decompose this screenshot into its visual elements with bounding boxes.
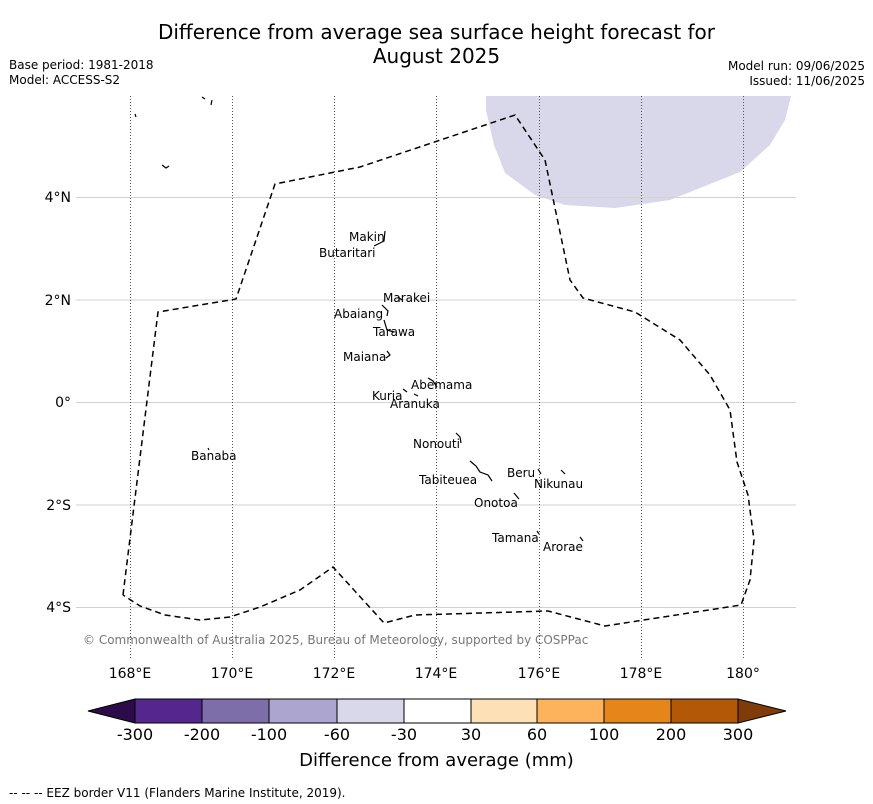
place-label-makin: Makin <box>349 230 385 244</box>
place-label-nikunau: Nikunau <box>534 477 583 491</box>
title-line-2: August 2025 <box>372 44 501 68</box>
eez-footnote: -- -- -- EEZ border V11 (Flanders Marine… <box>9 786 346 800</box>
island-shape <box>560 469 566 475</box>
island-shape <box>161 164 170 169</box>
place-label-marakei: Marakei <box>383 291 430 305</box>
place-label-beru: Beru <box>507 466 535 480</box>
place-label-nonouti: Nonouti <box>413 437 460 451</box>
colorbar-label: 300 <box>722 725 754 744</box>
meta-right: Model run: 09/06/2025 Issued: 11/06/2025 <box>728 59 865 89</box>
place-label-abemama: Abemama <box>411 378 472 392</box>
x-tick-label: 178°E <box>620 666 663 682</box>
island-shape <box>413 393 419 397</box>
place-label-banaba: Banaba <box>191 449 237 463</box>
island-shape <box>537 468 542 475</box>
island-shape <box>385 350 391 359</box>
colorbar-cell <box>134 698 203 724</box>
y-tick-label: 0° <box>55 395 71 411</box>
place-label-maiana: Maiana <box>343 350 386 364</box>
x-tick-label: 176°E <box>518 666 561 682</box>
place-label-tarawa: Tarawa <box>372 325 415 339</box>
anomaly-region <box>486 96 791 208</box>
place-label-onotoa: Onotoa <box>474 496 518 510</box>
colorbar-label: 100 <box>588 725 620 744</box>
island-shape <box>207 447 210 451</box>
place-label-kuria: Kuria <box>372 389 403 403</box>
island-outlines <box>134 96 584 542</box>
colorbar <box>87 698 787 724</box>
colorbar-cell <box>268 698 338 724</box>
issued-date: Issued: 11/06/2025 <box>749 74 865 88</box>
copyright-notice: © Commonwealth of Australia 2025, Bureau… <box>83 633 588 647</box>
island-shape <box>427 377 438 388</box>
colorbar-max-extension <box>737 698 787 724</box>
x-axis-labels: 168°E 170°E 172°E 174°E 176°E 178°E 180° <box>109 666 760 682</box>
island-shape <box>579 536 584 542</box>
island-shape <box>402 388 408 393</box>
place-label-aranuka: Aranuka <box>390 397 440 411</box>
colorbar-label: -100 <box>250 725 288 744</box>
model-run: Model run: 09/06/2025 <box>727 59 865 73</box>
base-period: Base period: 1981-2018 <box>9 58 154 72</box>
x-tick-label: 168°E <box>109 666 152 682</box>
colorbar-cell <box>201 698 270 724</box>
model-name: Model: ACCESS-S2 <box>9 73 121 87</box>
island-shape <box>383 319 395 333</box>
island-shape <box>397 296 403 301</box>
place-label-butaritari: Butaritari <box>319 246 376 260</box>
colorbar-cell <box>403 698 472 724</box>
colorbar-min-extension <box>87 698 136 724</box>
y-tick-label: 2°S <box>46 498 71 514</box>
colorbar-cell <box>536 698 605 724</box>
island-shape <box>201 96 206 100</box>
island-shape <box>536 530 540 535</box>
colorbar-label: 60 <box>526 725 548 744</box>
colorbar-label: -60 <box>323 725 351 744</box>
island-shape <box>373 230 386 247</box>
map-title: Difference from average sea surface heig… <box>0 20 873 68</box>
colorbar-label: 200 <box>655 725 687 744</box>
island-shape <box>210 99 213 106</box>
colorbar-label: -200 <box>183 725 221 744</box>
island-shape <box>513 492 520 500</box>
y-tick-label: 2°N <box>45 293 71 309</box>
latitude-gridlines <box>76 197 796 608</box>
x-tick-label: 172°E <box>313 666 356 682</box>
colorbar-cell <box>470 698 538 724</box>
x-tick-label: 180° <box>726 666 760 682</box>
place-labels: Makin Butaritari Marakei Abaiang Tarawa … <box>191 230 583 554</box>
colorbar-cell <box>670 698 739 724</box>
island-shape <box>469 460 493 482</box>
colorbar-label: -300 <box>116 725 154 744</box>
place-label-abaiang: Abaiang <box>334 307 383 321</box>
island-shape <box>134 113 137 118</box>
place-label-tabiteuea: Tabiteuea <box>418 473 477 487</box>
y-tick-label: 4°S <box>46 600 71 616</box>
x-tick-label: 170°E <box>211 666 254 682</box>
colorbar-label: -30 <box>390 725 418 744</box>
place-label-arorae: Arorae <box>543 540 583 554</box>
x-tick-label: 174°E <box>415 666 458 682</box>
y-tick-label: 4°N <box>45 190 71 206</box>
title-line-1: Difference from average sea surface heig… <box>157 20 716 44</box>
colorbar-title: Difference from average (mm) <box>299 750 574 771</box>
y-axis-labels: 4°N 2°N 0° 2°S 4°S <box>45 190 72 616</box>
colorbar-cell <box>336 698 405 724</box>
island-shape <box>455 432 462 444</box>
place-label-tamana: Tamana <box>491 531 539 545</box>
longitude-gridlines <box>130 96 744 660</box>
colorbar-label: 30 <box>460 725 482 744</box>
colorbar-cell <box>603 698 672 724</box>
eez-border <box>122 114 755 627</box>
meta-left: Base period: 1981-2018 Model: ACCESS-S2 <box>9 58 154 88</box>
island-shape <box>381 304 389 317</box>
